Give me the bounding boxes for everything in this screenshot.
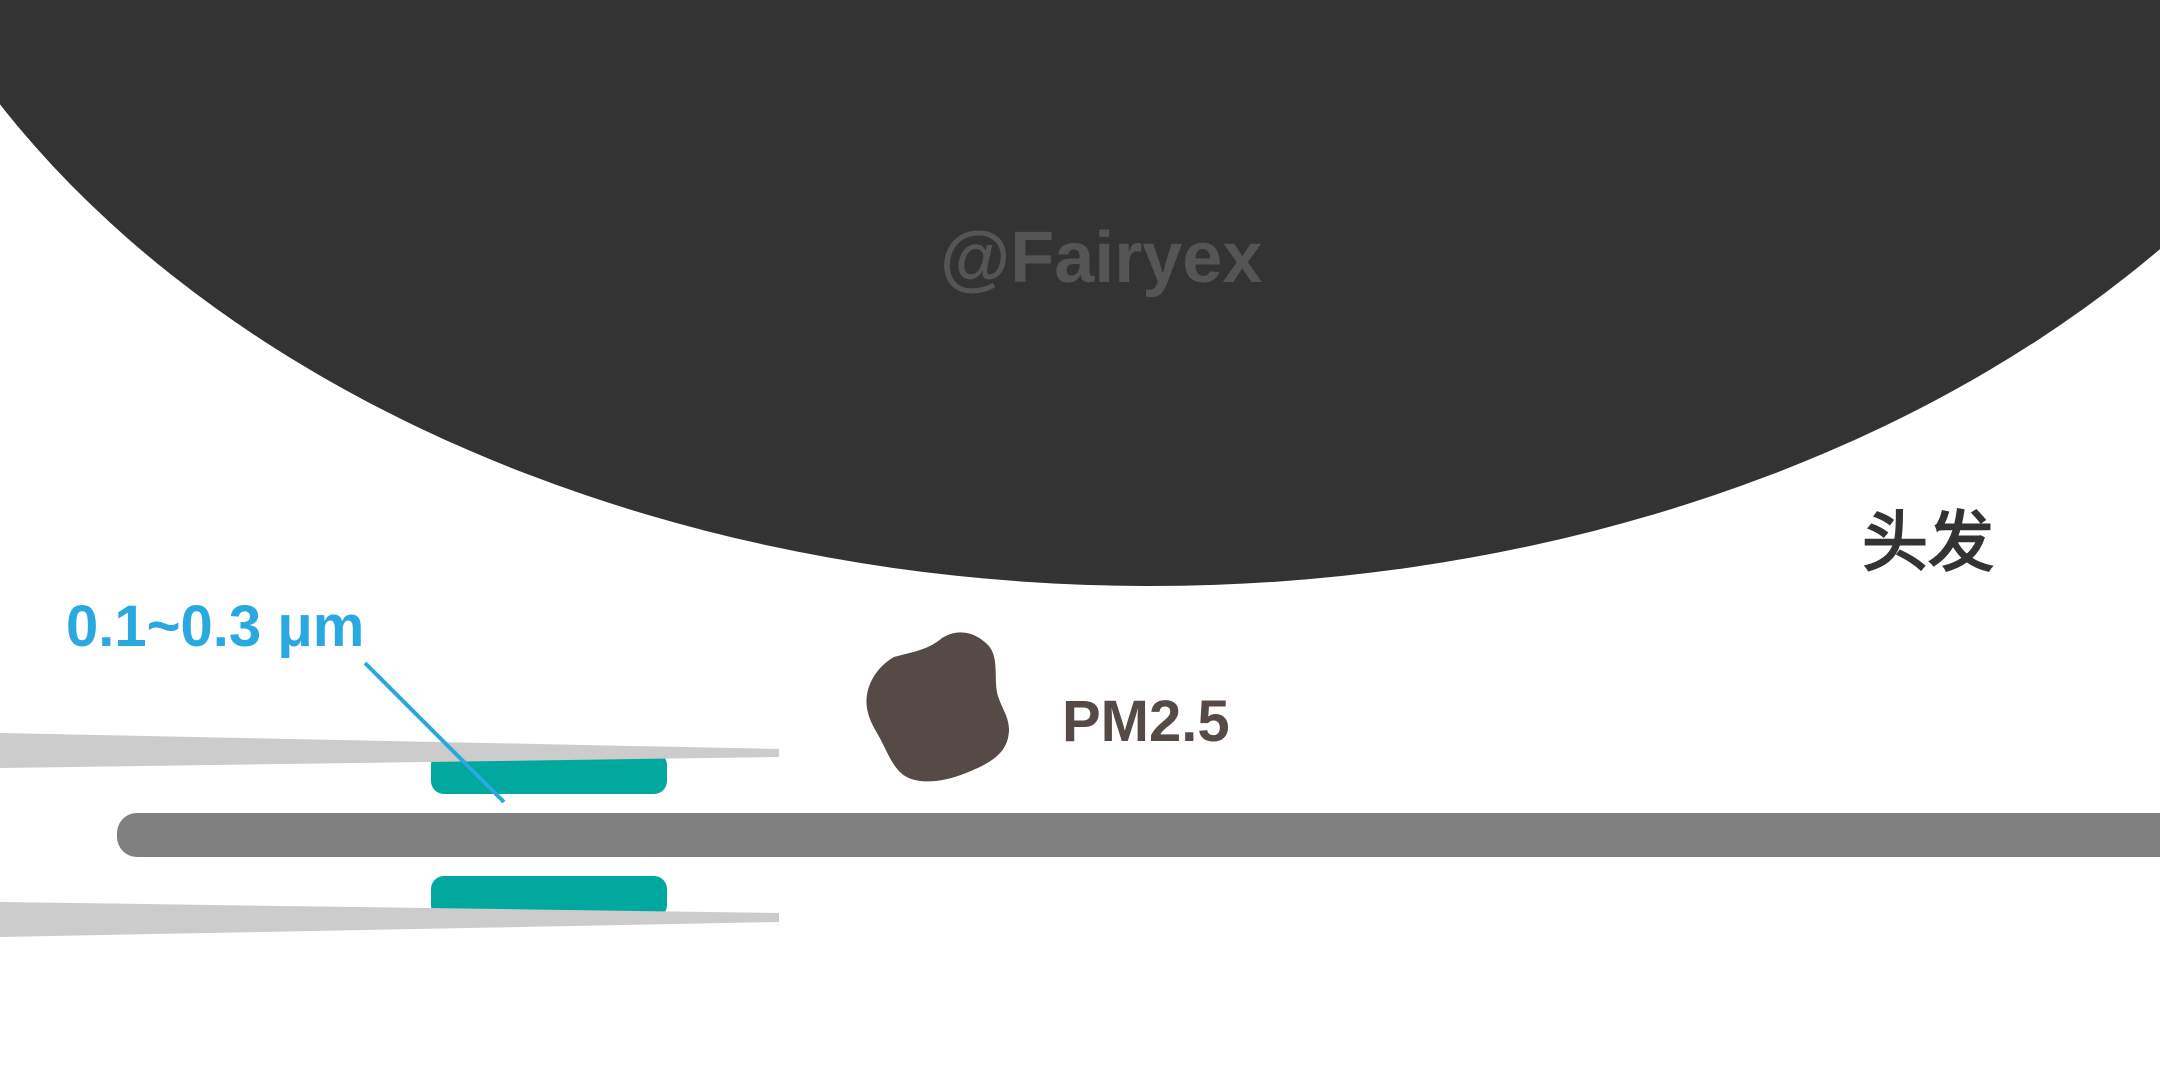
filter-fiber-core [117,813,2160,857]
filter-sheath-bottom [0,902,779,937]
pm25-particle [866,632,1009,782]
electret-pad-top [431,752,667,794]
fiber-size-label: 0.1~0.3 μm [66,594,365,659]
watermark-text: @Fairyex [940,218,1263,298]
size-leader-line [363,661,506,804]
hair-label: 头发 [1862,504,1994,581]
pm25-label: PM2.5 [1062,689,1230,754]
electret-pad-bottom [431,876,667,918]
filter-sheath-top [0,733,779,768]
hair-cross-section [0,0,2160,586]
